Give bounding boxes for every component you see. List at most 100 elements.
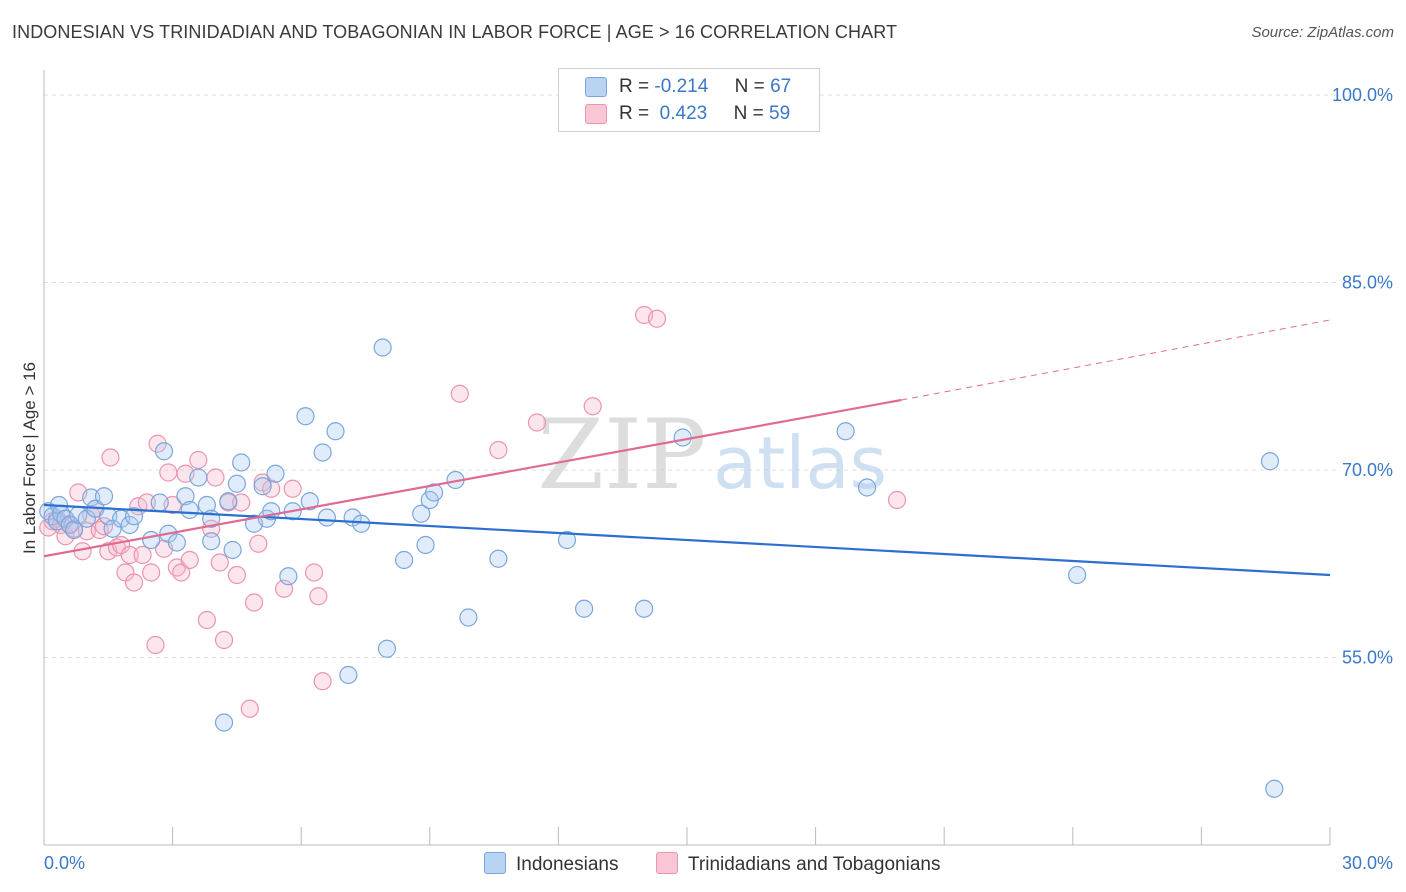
indonesian-point	[120, 515, 139, 535]
indonesian-point	[1067, 565, 1087, 585]
indonesian-point	[459, 608, 478, 627]
y-tick-labels: 55.0% 70.0% 85.0% 100.0%	[1332, 85, 1393, 668]
indonesian-point	[673, 428, 692, 447]
indonesian-point	[416, 535, 435, 555]
trinidadian-point	[101, 448, 120, 467]
correlation-legend: R = -0.214 N = 67 R = 0.423 N = 59	[558, 68, 820, 132]
trinidadian-point	[887, 490, 907, 510]
indonesian-point	[373, 338, 392, 357]
indonesian-point	[296, 407, 315, 426]
indonesian-point	[124, 507, 144, 526]
trinidadian-point	[583, 397, 602, 416]
legend-n-value: 67	[770, 76, 792, 97]
trinidadian-point	[249, 534, 268, 553]
indonesian-point	[317, 508, 337, 527]
indonesian-point	[326, 422, 345, 441]
legend-n-value: 59	[769, 103, 791, 124]
source-label: Source: ZipAtlas.com	[1251, 24, 1394, 41]
trinidadian-point	[197, 610, 216, 630]
trinidadian-point	[227, 565, 246, 585]
indonesian-point	[154, 442, 174, 461]
indonesian-point	[575, 599, 594, 618]
axes	[43, 70, 1331, 846]
indonesian-point	[142, 530, 161, 550]
x-tick-labels: 0.0% 30.0%	[44, 853, 1393, 873]
indonesian-point	[167, 533, 186, 552]
chart-title: INDONESIAN VS TRINIDADIAN AND TOBAGONIAN…	[12, 22, 898, 42]
legend-n-label: N =	[733, 103, 764, 124]
indonesian-point	[180, 500, 199, 520]
trinidadian-point	[120, 545, 139, 565]
trinidadian-point	[244, 593, 264, 612]
indonesian-point	[313, 443, 332, 462]
indonesian-point	[64, 520, 84, 540]
indonesian-point	[189, 468, 208, 487]
bottom-legend-label-indonesians: Indonesians	[516, 854, 619, 875]
bottom-legend-label-trinidadians: Trinidadians and Tobagonians	[688, 854, 941, 875]
indonesian-point	[377, 639, 397, 658]
indonesian-point	[635, 599, 654, 618]
trinidadian-trend-line	[43, 398, 902, 558]
indonesian-point	[279, 567, 298, 586]
trinidadian-point	[148, 434, 167, 453]
trinidadian-point	[133, 545, 152, 565]
indonesian-point	[214, 713, 234, 732]
y-tick-label: 55.0%	[1342, 648, 1393, 668]
bottom-legend-swatch-pink	[656, 852, 678, 874]
indonesian-point	[227, 474, 246, 493]
bottom-legend-trinidadians: Trinidadians and Tobagonians	[656, 852, 940, 876]
trinidadian-point	[232, 493, 251, 512]
trinidadian-point	[146, 635, 165, 655]
indonesian-point	[266, 464, 285, 483]
trinidadian-point	[527, 413, 547, 432]
trinidadian-point	[124, 573, 144, 592]
trinidadian-point	[159, 463, 178, 482]
legend-n-label: N =	[734, 76, 765, 97]
indonesian-point	[489, 549, 508, 568]
indonesian-point	[150, 493, 169, 512]
bottom-legend-indonesians: Indonesians	[484, 852, 618, 876]
y-tick-label: 100.0%	[1332, 85, 1393, 105]
trinidadian-point	[214, 630, 234, 650]
legend-swatch-blue	[585, 77, 607, 97]
grid	[44, 94, 1340, 658]
y-axis-label: In Labor Force | Age > 16	[20, 361, 39, 555]
indonesian-point	[394, 550, 414, 570]
indonesian-point	[232, 453, 251, 472]
indonesian-point	[836, 422, 855, 441]
trinidadian-point	[489, 440, 508, 460]
legend-r-value: -0.214	[654, 76, 709, 97]
y-tick-label: 85.0%	[1342, 273, 1393, 293]
indonesian-point	[223, 540, 242, 560]
trinidadian-point	[206, 468, 225, 487]
legend-swatch-pink	[585, 104, 607, 124]
indonesian-point	[94, 487, 114, 506]
trinidadian-trend-line-extension	[901, 319, 1331, 401]
indonesian-point	[1260, 452, 1280, 471]
legend-r-label: R =	[619, 76, 650, 97]
trinidadian-point	[304, 563, 324, 582]
indonesian-point	[1265, 779, 1284, 798]
bottom-legend-swatch-blue	[484, 852, 506, 874]
trinidadian-point	[180, 550, 199, 570]
trinidadian-point	[309, 587, 328, 606]
trinidadian-point	[313, 672, 332, 691]
indonesian-point	[352, 514, 371, 533]
indonesian-point	[412, 504, 431, 523]
indonesian-point	[202, 532, 221, 551]
indonesian-point	[424, 483, 444, 502]
watermark-atlas: atlas	[713, 421, 887, 505]
indonesian-point	[176, 487, 195, 506]
indonesian-trend-line	[43, 503, 1331, 577]
trend-lines	[43, 319, 1331, 577]
x-tick-label-end: 30.0%	[1342, 853, 1393, 873]
indonesian-point	[82, 488, 101, 507]
watermark-zip: ZIP	[537, 399, 706, 511]
indonesian-point	[300, 492, 319, 511]
series-indonesian-points	[39, 338, 1284, 798]
indonesian-point	[339, 665, 358, 685]
y-tick-label: 70.0%	[1342, 460, 1393, 480]
trinidadian-point	[647, 309, 667, 328]
indonesian-point	[557, 530, 577, 550]
